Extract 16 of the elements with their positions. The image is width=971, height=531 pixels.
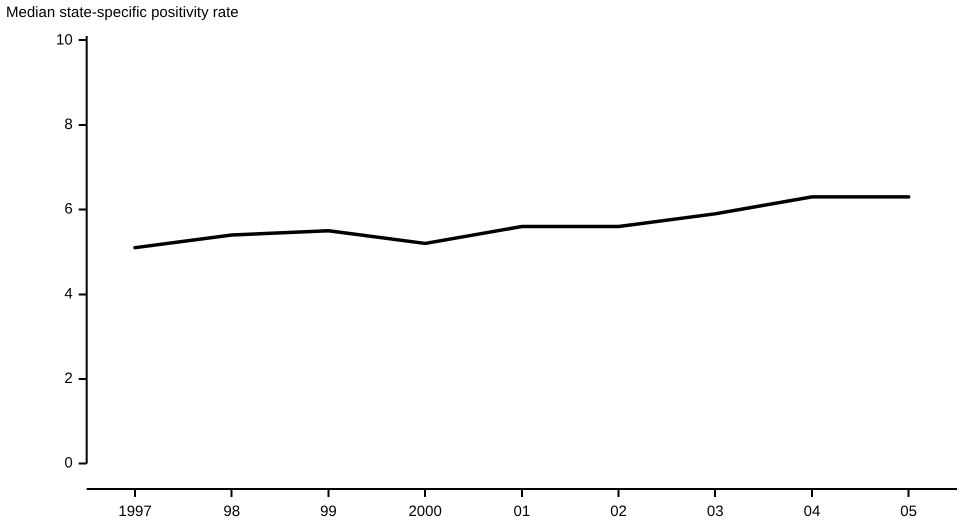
x-tick-label: 99 <box>320 503 337 520</box>
x-tick-label: 04 <box>804 503 820 520</box>
x-tick-label: 98 <box>223 503 240 520</box>
y-tick-label: 8 <box>64 116 73 134</box>
x-tick-label: 1997 <box>118 503 152 520</box>
x-tick-label: 2000 <box>408 503 442 520</box>
x-tick-label: 01 <box>514 503 530 520</box>
y-tick-label: 10 <box>56 31 73 48</box>
y-tick-label: 2 <box>64 370 73 388</box>
y-axis-title: Median state-specific positivity rate <box>6 4 239 21</box>
x-tick-label: 02 <box>610 503 627 520</box>
y-tick-label: 4 <box>64 285 73 302</box>
x-tick-label: 05 <box>900 503 917 520</box>
y-tick-label: 6 <box>64 200 73 218</box>
y-tick-label: 0 <box>64 454 73 472</box>
x-tick-label: 03 <box>706 503 724 520</box>
